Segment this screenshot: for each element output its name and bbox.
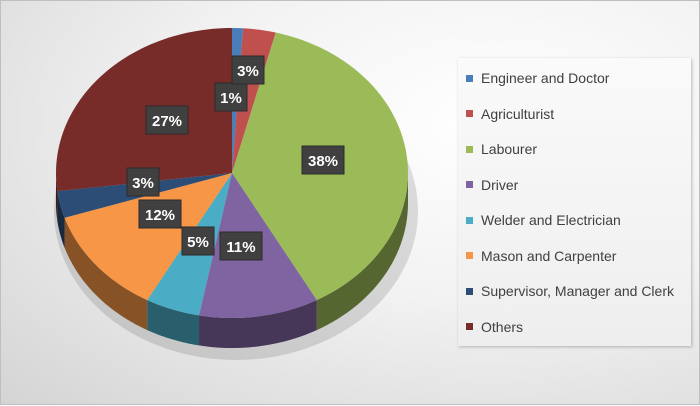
data-label-box <box>181 226 215 256</box>
legend-label: Mason and Carpenter <box>481 247 617 264</box>
data-label-box <box>138 199 182 229</box>
legend-item: Supervisor, Manager and Clerk <box>466 283 674 299</box>
data-label-box <box>231 55 265 85</box>
data-label: 38% <box>308 153 338 170</box>
pie-side-4 <box>147 300 200 346</box>
data-label-box <box>219 231 263 261</box>
legend-item: Labourer <box>466 141 537 157</box>
legend-item: Others <box>466 319 523 335</box>
data-label-box <box>214 82 248 112</box>
data-label-box <box>126 167 160 197</box>
legend-label: Others <box>481 318 524 335</box>
legend-item: Engineer and Doctor <box>466 70 609 86</box>
data-label-box <box>145 105 189 135</box>
legend-swatch <box>466 216 473 224</box>
legend-swatch <box>466 323 473 330</box>
data-label: 11% <box>226 239 255 256</box>
data-label: 1% <box>220 90 242 107</box>
legend-label: Supervisor, Manager and Clerk <box>481 283 674 299</box>
legend-swatch <box>466 145 473 153</box>
legend-swatch <box>466 287 473 295</box>
legend-item: Driver <box>466 177 518 193</box>
pie-slice-others[interactable] <box>56 28 232 192</box>
legend-swatch <box>466 181 473 188</box>
legend: Engineer and Doctor Agriculturist Labourer… <box>458 58 691 346</box>
data-label: 27% <box>152 113 182 130</box>
legend-label: Driver <box>481 176 519 193</box>
legend-item: Mason and Carpenter <box>466 248 616 264</box>
legend-label: Engineer and Doctor <box>481 70 610 86</box>
pie-side-7 <box>56 173 58 222</box>
data-label: 3% <box>132 175 154 192</box>
data-label: 3% <box>237 63 259 80</box>
pie-side-5 <box>64 217 148 331</box>
legend-swatch <box>466 110 473 117</box>
data-label: 12% <box>145 207 175 224</box>
legend-label: Agriculturist <box>481 105 555 122</box>
legend-label: Welder and Electrician <box>481 212 621 228</box>
legend-item: Welder and Electrician <box>466 212 621 228</box>
legend-label: Labourer <box>481 141 538 157</box>
data-label-box <box>301 145 345 175</box>
data-label: 5% <box>187 234 209 251</box>
pie-side-2 <box>316 173 408 331</box>
pie-side-3 <box>199 300 317 348</box>
legend-swatch <box>466 252 473 259</box>
legend-item: Agriculturist <box>466 106 554 122</box>
pie-slice-mason-and-carpenter[interactable] <box>64 173 233 301</box>
pie-side-6 <box>57 191 65 248</box>
legend-swatch <box>466 74 473 82</box>
